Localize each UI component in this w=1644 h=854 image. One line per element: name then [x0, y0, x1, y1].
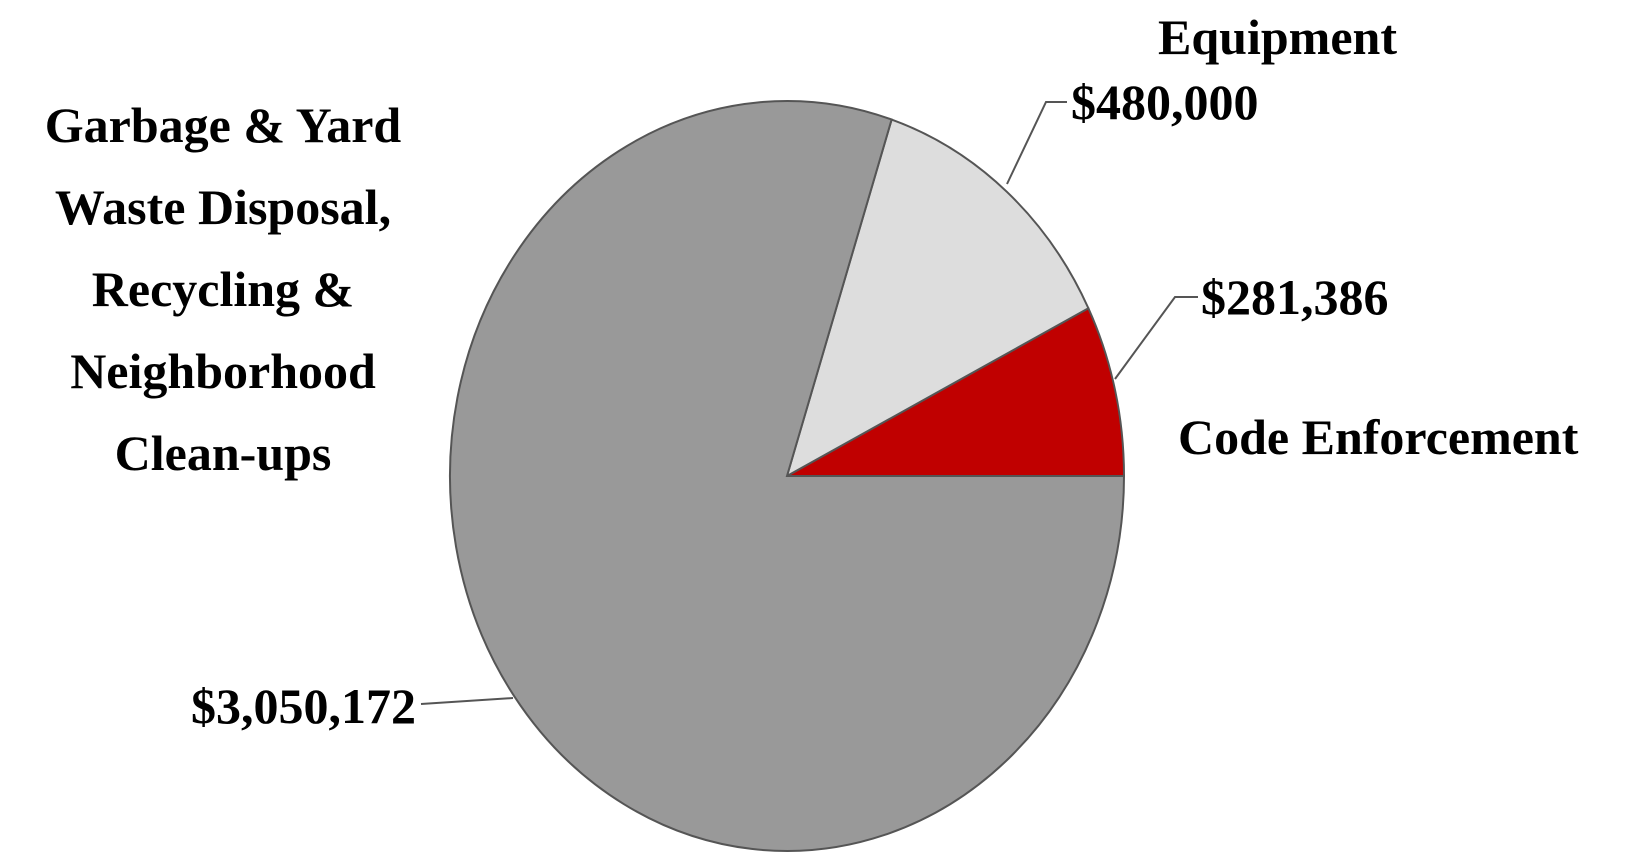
category-label: Garbage & Yard Waste Disposal, Recycling… [44, 97, 402, 481]
leader-line [1006, 101, 1067, 185]
pie-slice [783, 306, 1126, 477]
pie-slice [785, 118, 1090, 479]
category-label: Equipment [1158, 9, 1397, 65]
leader-line [1114, 296, 1198, 380]
pie-slice [449, 100, 1126, 852]
category-label: Code Enforcement [1178, 409, 1579, 465]
value-label: $281,386 [1201, 269, 1389, 325]
value-label: $3,050,172 [191, 678, 416, 734]
value-label: $480,000 [1071, 74, 1259, 130]
leader-line [420, 697, 514, 705]
slices [449, 100, 1126, 852]
